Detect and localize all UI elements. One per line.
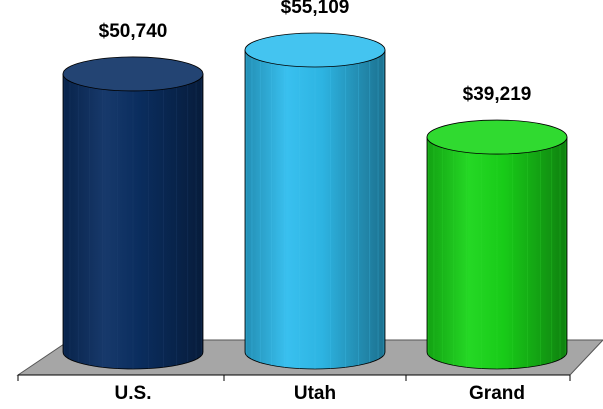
bar-top	[426, 119, 568, 155]
bar	[244, 49, 386, 370]
bar	[62, 73, 204, 370]
x-tick-label: Grand	[469, 383, 525, 404]
x-tick-label: Utah	[294, 383, 336, 404]
value-label: $55,109	[281, 0, 350, 18]
x-tick-label: U.S.	[115, 383, 152, 404]
bar-top	[62, 56, 204, 92]
bar-top	[244, 32, 386, 68]
bar	[426, 136, 568, 370]
value-label: $50,740	[99, 21, 168, 42]
value-label: $39,219	[463, 84, 532, 105]
